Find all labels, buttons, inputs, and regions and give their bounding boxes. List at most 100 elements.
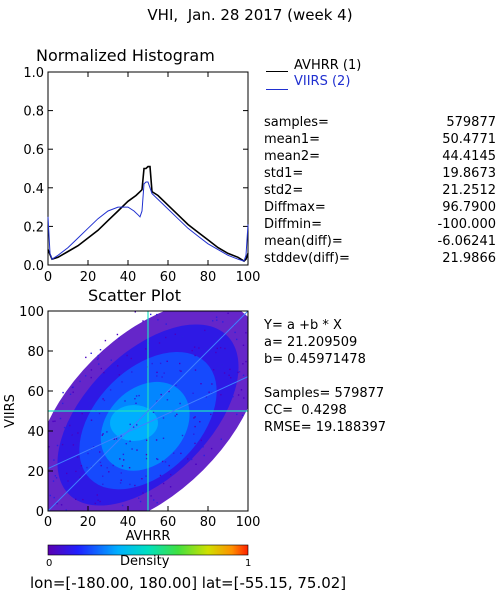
scatter-point (77, 432, 79, 434)
stat-value: 21.2512 (442, 183, 496, 198)
scatter-point (80, 465, 83, 467)
scatter-point (118, 374, 120, 376)
scatter-point (85, 356, 87, 359)
scatter-point (79, 380, 81, 383)
scatter-point (204, 329, 206, 332)
scatter-point (134, 398, 136, 400)
scatter-point (62, 391, 64, 394)
scatter-point (238, 371, 241, 373)
legend-label-viirs: VIIRS (2) (294, 74, 351, 89)
scatter-point (120, 479, 122, 481)
scatter-point (53, 459, 55, 461)
scatter-point (86, 466, 88, 469)
scatter-point (210, 447, 213, 450)
scatter-point (158, 342, 161, 344)
scatter-point (135, 402, 137, 404)
scatter-point (237, 394, 240, 396)
scatter-point (66, 450, 68, 452)
scatter-point (60, 504, 63, 506)
stat-label: Diffmax= (264, 200, 326, 215)
scatter-point (161, 376, 163, 378)
scatter-point (87, 452, 89, 455)
scatter-point (106, 467, 108, 469)
scatter-point (146, 439, 148, 441)
scatter-point (132, 426, 135, 428)
scatter-point (156, 502, 158, 504)
scatter-point (216, 319, 218, 321)
scatter-point (240, 389, 243, 391)
scatter-point (55, 477, 58, 479)
scatter-point (116, 333, 119, 336)
scatter-point (119, 482, 122, 484)
regression-b: b= 0.45971478 (264, 352, 366, 367)
y-tick-label: 20 (27, 465, 44, 480)
scatter-point (187, 458, 189, 460)
x-tick-label: 80 (200, 515, 217, 530)
legend-line-avhrr (266, 71, 288, 72)
scatter-point (191, 458, 193, 461)
x-tick-label: 60 (160, 270, 177, 285)
scatter-point (228, 374, 230, 376)
scatter-point (200, 439, 202, 442)
scatter-point (81, 412, 83, 415)
scatter-point (161, 460, 164, 463)
scatter-point (168, 464, 170, 467)
regression-a: a= 21.209509 (264, 335, 358, 350)
scatter-point (214, 337, 216, 339)
scatter-point (69, 424, 71, 427)
scatter-point (75, 470, 77, 473)
scatter-point (138, 394, 140, 397)
scatter-point (216, 368, 218, 370)
scatter-point (134, 484, 136, 487)
scatter-point (142, 492, 144, 494)
scatter-point (194, 416, 196, 418)
one-to-one-line (47, 310, 249, 512)
stat-label: mean2= (264, 149, 321, 164)
scatter-point (156, 375, 158, 377)
x-tick-label: 0 (44, 270, 52, 285)
scatter-title: Scatter Plot (88, 286, 181, 305)
scatter-point (193, 433, 195, 435)
scatter-point (236, 338, 238, 341)
scatter-point (126, 354, 128, 357)
scatter-point (75, 498, 77, 500)
scatter-point (139, 500, 142, 503)
stat-value: 96.7900 (442, 200, 496, 215)
scatter-point (203, 454, 205, 457)
scatter-point (61, 443, 64, 446)
scatter-point (52, 420, 54, 423)
x-tick-label: 0 (44, 515, 52, 530)
scatter-point (198, 347, 200, 349)
scatter-point (110, 359, 112, 361)
scatter-point (122, 453, 125, 456)
scatter-point (221, 364, 223, 366)
scatter-point (164, 461, 167, 463)
scatter-point (59, 417, 62, 420)
scatter-plot: 0 20 40 60 80 100 0 20 40 60 80 100 AVHRR VIIRS (3, 305, 260, 544)
scatter-point (207, 330, 209, 332)
scatter-point (90, 419, 93, 421)
scatter-point (165, 336, 167, 339)
scatter-point (99, 349, 102, 351)
regression-cc: CC= 0.4298 (264, 403, 347, 418)
scatter-point (62, 402, 64, 405)
stat-label: stddev(diff)= (264, 251, 350, 266)
scatter-point (228, 338, 230, 340)
scatter-point (98, 412, 101, 415)
scatter-point (79, 476, 81, 478)
colorbar-min-label: 0 (46, 558, 53, 569)
scatter-point (179, 362, 181, 365)
scatter-point (129, 423, 131, 426)
scatter-point (67, 480, 69, 482)
scatter-point (109, 389, 112, 391)
scatter-point (128, 467, 131, 469)
scatter-point (82, 498, 84, 501)
scatter-point (157, 458, 159, 461)
stat-label: std2= (264, 183, 304, 198)
y-tick-label: 0 (36, 505, 44, 520)
scatter-point (145, 457, 148, 460)
y-tick-label: 0.0 (23, 259, 44, 274)
scatter-point (229, 358, 232, 360)
scatter-point (90, 376, 92, 379)
scatter-point (168, 390, 170, 393)
